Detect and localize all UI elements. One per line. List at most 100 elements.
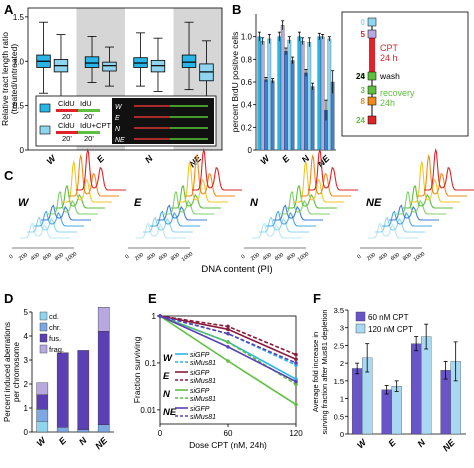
y-axis-label-line: per chromosome: [12, 341, 21, 402]
y-tick-label: 1: [152, 312, 157, 321]
legend-pulse-green: [78, 109, 100, 112]
box: [84, 56, 100, 68]
panel-label-a: A: [4, 2, 14, 17]
y-tick-label: 2: [24, 380, 29, 389]
timepoint-0: [367, 17, 377, 27]
x-tick-label: 600: [158, 252, 169, 262]
y-tick-label: 1: [340, 395, 344, 404]
timeline-box: [341, 11, 469, 137]
box: [102, 61, 117, 72]
x-tick-label: 400: [30, 252, 41, 262]
histogram-trace: [417, 154, 467, 197]
stacked-bar-segment: [77, 429, 90, 433]
legend-swatch: [39, 103, 51, 113]
bar: [381, 389, 392, 435]
y-axis-label-line: Percent induced aberrations: [3, 322, 12, 422]
condition-label: W: [18, 197, 30, 209]
condition-label: NE: [366, 197, 382, 209]
cpt-label-line: 24 h: [380, 53, 398, 63]
y-tick-label: 0.2: [241, 123, 253, 132]
x-tick-label: 200: [366, 252, 377, 262]
y-axis-label-line: Relative tract length ratio: [0, 32, 10, 126]
histogram-trace: [69, 154, 119, 197]
x-axis-label: Dose CPT (nM, 24h): [189, 440, 267, 450]
x-tick-label: 0: [158, 429, 163, 438]
plot-frame: [27, 7, 223, 151]
histogram-trace: [389, 204, 439, 221]
x-tick-label: 200: [134, 252, 145, 262]
panel-f-bars: 0 0.5 1 1.5 2 2.5 3 3.5 Average fold increase in…: [311, 306, 466, 453]
histogram-trace: [382, 210, 432, 227]
legend-label: siGFP: [190, 352, 210, 359]
bar: [290, 60, 295, 151]
stacked-bar-segment: [97, 307, 110, 332]
data-point: [294, 402, 298, 407]
y-tick-label: 0.8: [241, 55, 253, 64]
histogram-trace: [287, 185, 337, 209]
x-category-label: W: [258, 152, 272, 166]
x-tick-label: 0: [124, 254, 130, 261]
histogram-trace: [396, 191, 446, 215]
fibre-label: W: [115, 104, 123, 111]
timepoint-5: [367, 29, 377, 39]
y-tick-label: 0.4: [241, 101, 253, 110]
legend-swatch: [39, 311, 48, 321]
legend-pulse-red: [56, 131, 78, 134]
stacked-bar-segment: [36, 394, 49, 410]
histogram-trace: [308, 148, 358, 191]
stacked-bar-segment: [56, 427, 69, 433]
panel-label-c: C: [4, 168, 14, 183]
stacked-bar-segment: [97, 331, 110, 426]
survival-line: [159, 315, 297, 360]
time-label: 0: [361, 18, 366, 27]
x-tick-label: 400: [378, 252, 389, 262]
legend-label: frag.: [49, 345, 64, 354]
y-tick-label: 0.5: [334, 412, 344, 421]
timepoint-r8: [367, 96, 377, 106]
bar: [277, 36, 282, 151]
legend-swatch: [355, 311, 366, 322]
bar: [310, 86, 315, 151]
y-tick-label: 0: [340, 430, 344, 439]
legend-label: CldU: [58, 99, 75, 108]
legend-condition: W: [163, 353, 173, 364]
histogram-trace: [48, 191, 98, 215]
stacked-bar-segment: [56, 352, 69, 428]
y-tick-label: 0.6: [241, 78, 253, 87]
y-axis-label-line: Average fold increase in: [311, 332, 320, 412]
x-tick-label: 120: [289, 429, 303, 438]
x-tick-label: 0: [8, 254, 14, 261]
legend-label: siGFP: [190, 388, 210, 395]
y-tick-label: 0.01: [140, 406, 156, 415]
histogram-trace: [266, 210, 316, 227]
y-tick-label: 0: [20, 146, 25, 155]
x-tick-label: 0: [240, 254, 246, 261]
x-tick-label: 600: [42, 252, 53, 262]
y-tick-label: 1.0: [241, 33, 253, 42]
y-tick-label: 4: [24, 332, 29, 341]
legend-label: fus.: [49, 334, 61, 343]
histogram-trace: [368, 222, 418, 239]
bar: [287, 39, 292, 151]
x-category-label: W: [45, 152, 59, 166]
time-label: 0: [361, 72, 366, 81]
x-tick-label: 1000: [181, 251, 194, 263]
x-tick-label: 600: [274, 252, 285, 262]
bar: [327, 38, 332, 151]
fibre-image: [112, 98, 214, 144]
data-point: [294, 382, 298, 387]
y-tick-label: 0: [24, 428, 29, 437]
x-tick-label: 1000: [297, 251, 310, 263]
y-axis-label: Percent induced aberrationsper chromosom…: [3, 322, 21, 422]
y-axis-label: Relative tract length ratio(treated/untr…: [0, 32, 19, 126]
y-tick-label: 2: [340, 359, 344, 368]
cpt-label: CPT 24 h: [380, 43, 399, 63]
data-point: [294, 357, 298, 362]
y-tick-label: 1.0: [13, 57, 25, 66]
panel-e-survival-curves: 0.01 0.1 1 0 60 120 Dose CPT (nM, 24h) Fraction…: [132, 312, 303, 450]
survival-line: [159, 315, 297, 366]
x-category-label: W: [35, 434, 49, 448]
bar: [351, 368, 363, 435]
wash-label: wash: [379, 71, 400, 81]
